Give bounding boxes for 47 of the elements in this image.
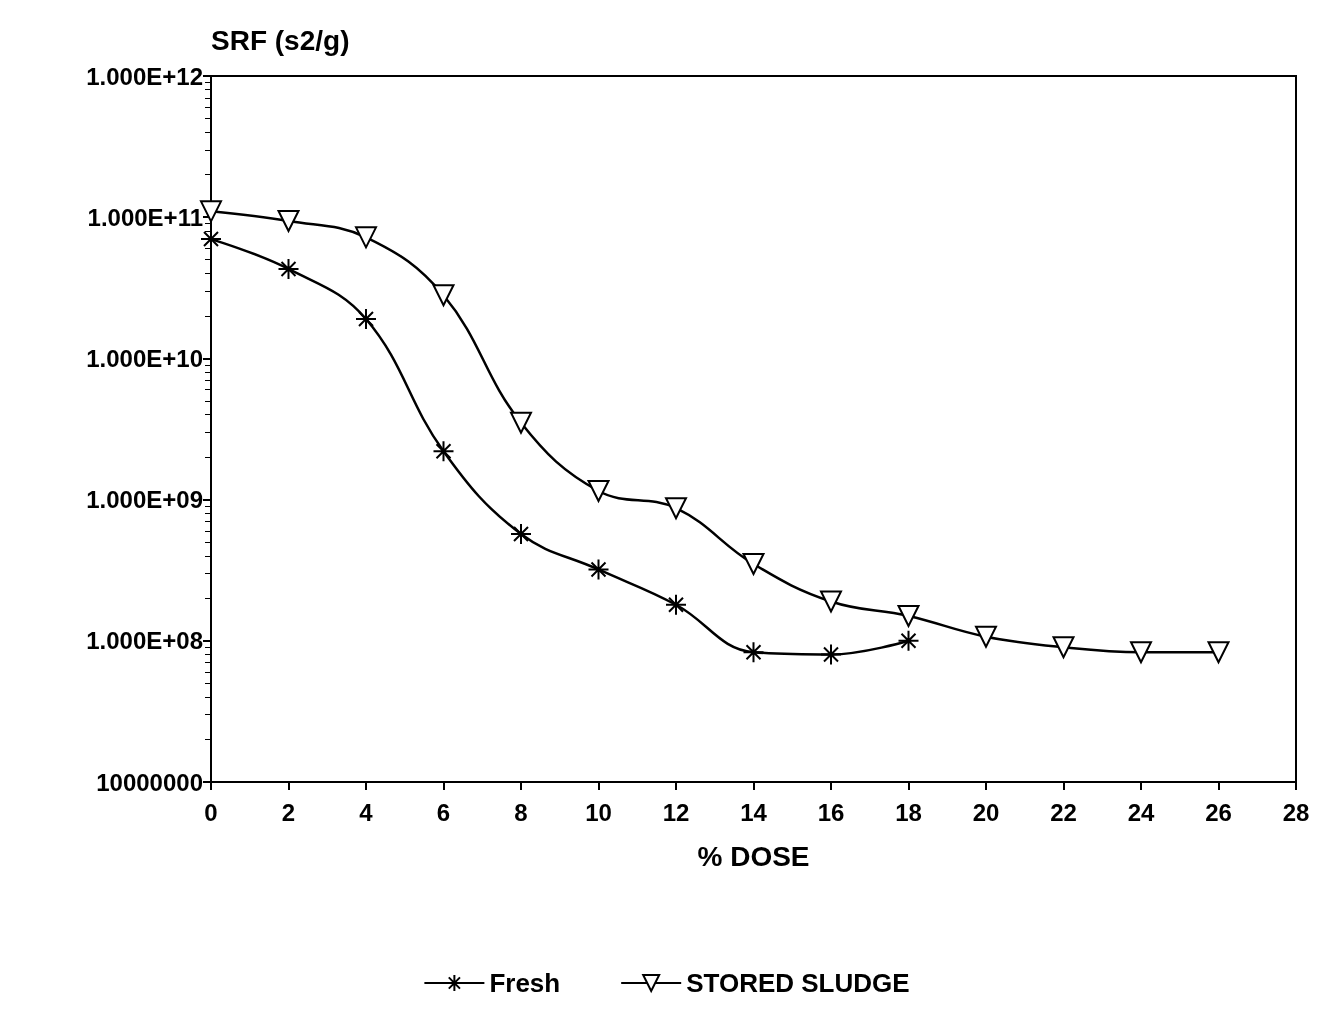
x-tick-label: 26 xyxy=(1205,798,1232,826)
point xyxy=(277,257,300,280)
x-tick-label: 6 xyxy=(436,798,451,826)
x-tick-label: 24 xyxy=(1127,798,1155,826)
x-tick-label: 12 xyxy=(662,798,690,826)
point xyxy=(587,480,610,503)
point xyxy=(665,593,687,616)
y-axis-title: SRF (s2/g) xyxy=(211,24,350,56)
point xyxy=(975,625,997,648)
y-tick-label: 1.000E+10 xyxy=(86,344,203,372)
x-tick-label: 14 xyxy=(740,798,768,826)
point xyxy=(742,552,765,575)
x-tick-label: 18 xyxy=(895,798,922,826)
x-tick-label: 0 xyxy=(204,798,218,826)
point xyxy=(355,308,377,331)
x-tick-label: 8 xyxy=(514,798,528,826)
point xyxy=(510,411,532,434)
point xyxy=(1130,641,1152,664)
point xyxy=(897,629,920,652)
x-tick-label: 10 xyxy=(585,798,612,826)
point xyxy=(820,643,842,666)
x-tick-label: 22 xyxy=(1050,798,1077,826)
point xyxy=(277,209,300,232)
legend-label: Fresh xyxy=(489,968,561,998)
point xyxy=(587,558,610,581)
x-tick-label: 28 xyxy=(1282,798,1310,826)
y-tick-label: 1.000E+08 xyxy=(86,627,203,655)
y-tick-label: 1.000E+12 xyxy=(86,62,203,90)
point xyxy=(742,641,765,664)
point xyxy=(820,590,842,613)
y-tick-label: 1.000E+11 xyxy=(87,203,203,231)
x-tick-label: 16 xyxy=(817,798,845,826)
y-tick-label: 1.000E+09 xyxy=(86,486,203,514)
x-axis-title: % DOSE xyxy=(697,840,810,872)
point xyxy=(432,284,455,307)
point xyxy=(355,226,377,249)
point xyxy=(897,604,920,627)
y-tick-label: 10000000 xyxy=(96,768,203,796)
point xyxy=(665,497,687,520)
x-tick-label: 4 xyxy=(359,798,374,826)
legend-label: STORED SLUDGE xyxy=(686,968,910,998)
point xyxy=(432,440,455,463)
point xyxy=(1052,636,1075,659)
x-tick-label: 2 xyxy=(281,798,296,826)
point xyxy=(510,523,532,546)
point xyxy=(1207,641,1230,664)
x-tick-label: 20 xyxy=(972,798,1000,826)
